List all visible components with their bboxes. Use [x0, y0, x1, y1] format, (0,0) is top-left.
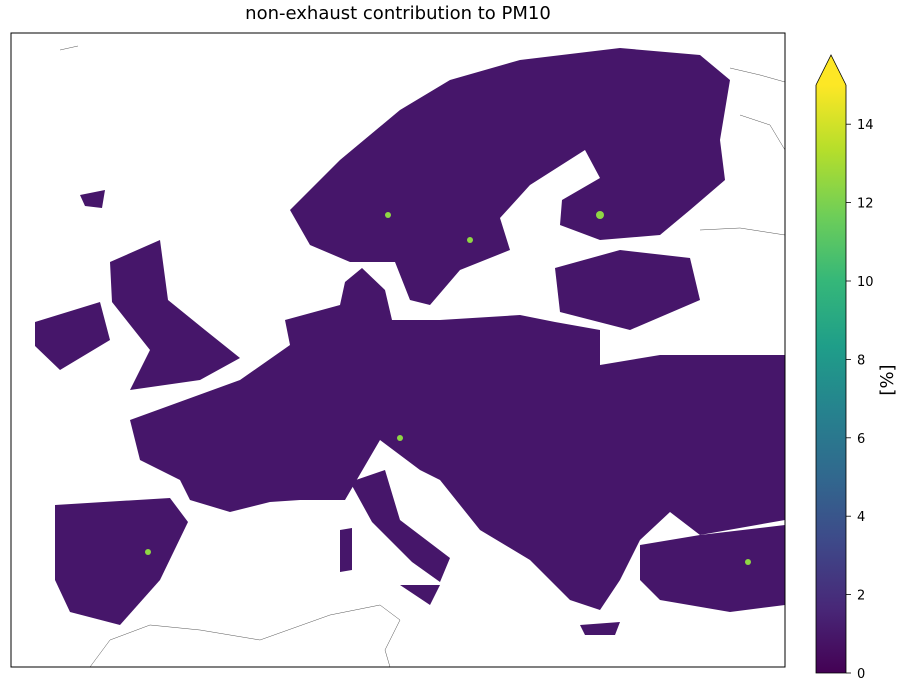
colorbar: 0 2 4 6 8 10 12 14 — [815, 54, 874, 682]
ireland — [35, 302, 110, 370]
baltic-states — [555, 250, 700, 330]
colorbar-extend — [815, 54, 847, 86]
islands — [340, 528, 620, 635]
colorbar-tick-label: 10 — [857, 275, 874, 290]
continent — [130, 268, 785, 610]
map-title: non-exhaust contribution to PM10 — [245, 3, 551, 24]
colorbar-tick-label: 4 — [857, 510, 865, 525]
colorbar-tick-label: 14 — [857, 118, 874, 133]
colorbar-tick-label: 0 — [857, 667, 865, 682]
colorbar-tick-label: 2 — [857, 589, 865, 604]
colorbar-tick-label: 6 — [857, 432, 865, 447]
italy — [350, 470, 450, 582]
map — [10, 32, 786, 668]
colorbar-tick-label: 12 — [857, 197, 874, 212]
iceland — [80, 190, 105, 208]
colorbar-label: [%] — [877, 364, 898, 395]
scandinavia — [290, 48, 730, 305]
colorbar-gradient — [816, 85, 846, 673]
hotspots — [145, 211, 751, 565]
britain — [110, 240, 240, 390]
colorbar-tick-label: 8 — [857, 353, 865, 368]
map-frame — [10, 32, 786, 668]
turkey — [640, 525, 785, 612]
iberia — [55, 498, 188, 625]
colorbar-outline — [815, 85, 847, 674]
coastline — [59, 45, 786, 668]
